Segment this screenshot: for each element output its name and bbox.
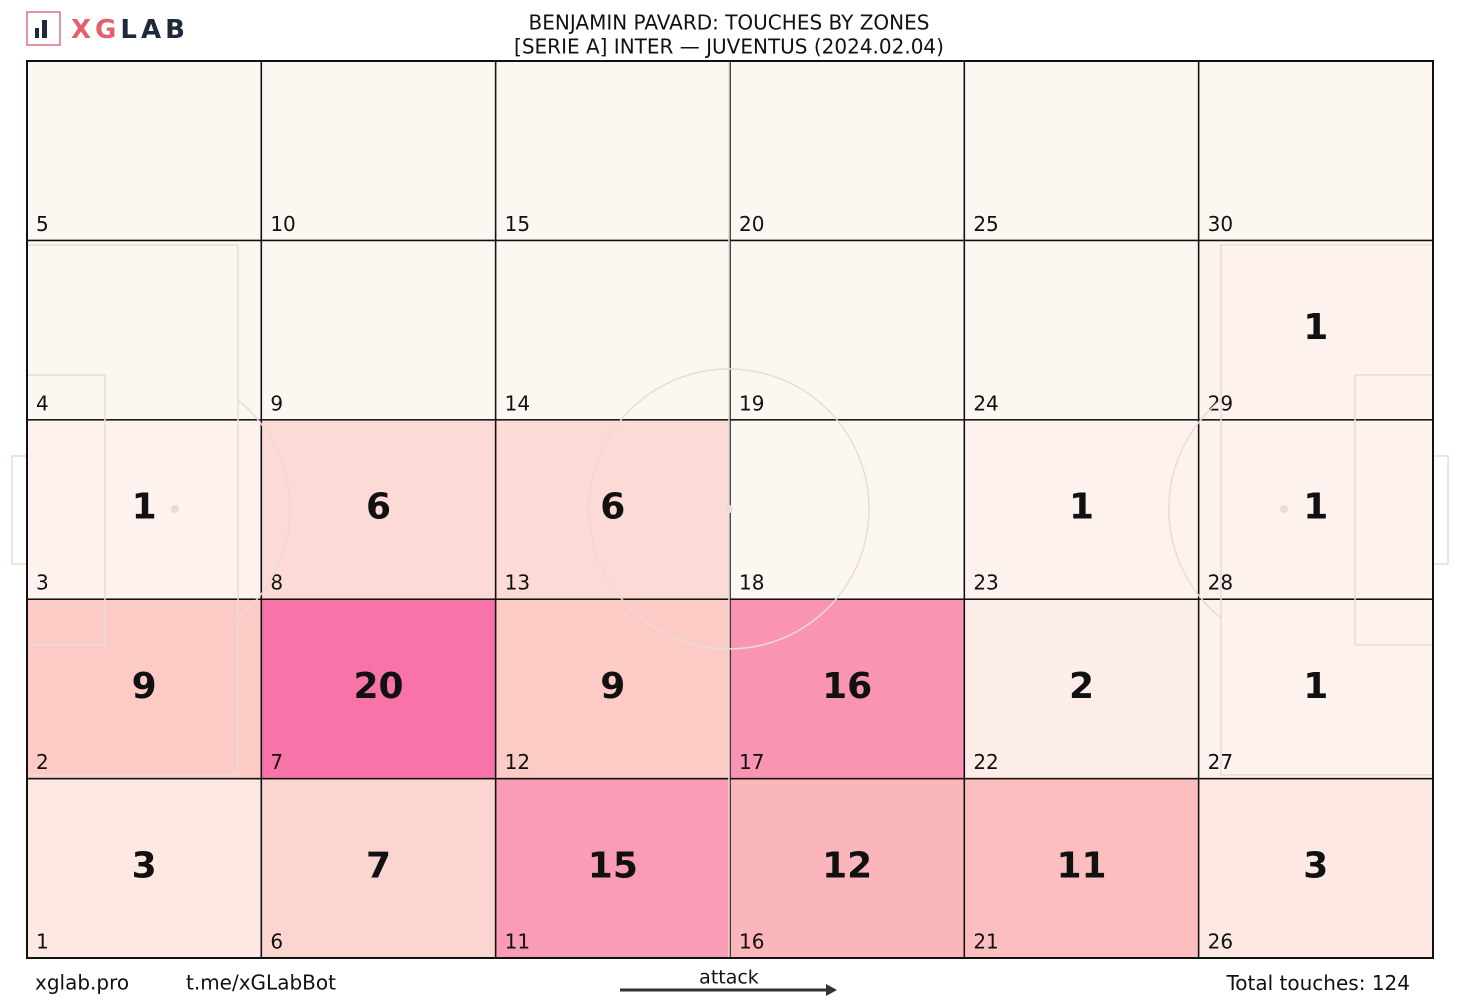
zone-number: 7 (270, 750, 283, 774)
zone (729, 598, 966, 780)
zone (260, 598, 497, 780)
zone (729, 60, 966, 242)
zone-number: 2 (36, 750, 49, 774)
total: Total touches: 124 (1225, 971, 1410, 995)
zone (963, 60, 1200, 242)
zone-number: 4 (36, 391, 49, 415)
zone-number: 3 (36, 571, 49, 595)
zone-number: 20 (739, 212, 764, 236)
zone-value: 9 (600, 666, 625, 707)
zone-value: 7 (366, 845, 391, 886)
zone (1197, 239, 1434, 421)
zone (260, 60, 497, 242)
zone (26, 239, 263, 421)
zone-value: 2 (1069, 666, 1094, 707)
zone (729, 419, 966, 600)
zone (494, 777, 731, 959)
zone-number: 5 (36, 212, 49, 236)
zone-number: 23 (973, 571, 998, 595)
zone-value: 1 (1069, 487, 1094, 528)
bot-link: t.me/xGLabBot (186, 971, 336, 995)
direction-label: attack (699, 967, 759, 989)
zones: 1329314567720869101115129136141516121716… (26, 60, 1434, 959)
zone-value: 6 (600, 487, 625, 528)
zone-number: 8 (270, 571, 283, 595)
zone (260, 239, 497, 421)
zone-number: 30 (1208, 212, 1233, 236)
zone-value: 6 (366, 487, 391, 528)
zone-number: 19 (739, 391, 764, 415)
zone-number: 21 (973, 930, 998, 954)
zone-value: 11 (1056, 845, 1106, 886)
logo-icon (35, 28, 39, 38)
total-label: Total touches: (1225, 971, 1365, 995)
zone-value: 9 (132, 666, 157, 707)
logo-rest: LAB (120, 15, 189, 45)
zone (494, 60, 731, 242)
zone-number: 24 (973, 391, 998, 415)
site: xglab.pro (35, 971, 129, 995)
zone-number: 13 (505, 571, 530, 595)
zone-number: 16 (739, 930, 764, 954)
zone (26, 60, 263, 242)
zone-number: 18 (739, 571, 764, 595)
zone-number: 6 (270, 930, 283, 954)
zone-number: 1 (36, 930, 49, 954)
zone-value: 15 (588, 845, 638, 886)
logo-icon (42, 20, 47, 38)
zone-number: 17 (739, 750, 764, 774)
zone-value: 1 (1303, 666, 1328, 707)
zone (963, 419, 1200, 600)
zone (260, 419, 497, 600)
zone-value: 3 (1303, 845, 1328, 886)
chart-title: BENJAMIN PAVARD: TOUCHES BY ZONES (529, 11, 930, 35)
zone (1197, 419, 1434, 600)
zone (494, 239, 731, 421)
direction-arrow-head (826, 984, 837, 996)
zone (963, 239, 1200, 421)
zone-number: 10 (270, 212, 295, 236)
logo-accent: XG (71, 15, 120, 45)
zone-value: 12 (822, 845, 872, 886)
pitch-border (26, 60, 1434, 959)
chart-subtitle: [SERIE A] INTER — JUVENTUS (2024.02.04) (514, 35, 944, 59)
zone (963, 777, 1200, 959)
zone-value: 1 (132, 487, 157, 528)
zone (729, 239, 966, 421)
zone-number: 25 (973, 212, 998, 236)
logo-box (26, 11, 61, 46)
zone-number: 9 (270, 391, 283, 415)
zone (1197, 598, 1434, 780)
zone-number: 11 (505, 930, 530, 954)
zone-value: 1 (1303, 307, 1328, 348)
total-value: 124 (1372, 971, 1410, 995)
zone (963, 598, 1200, 780)
zone (1197, 777, 1434, 959)
zone-number: 26 (1208, 930, 1233, 954)
zone-value: 1 (1303, 487, 1328, 528)
zone (1197, 60, 1434, 242)
zone-number: 22 (973, 750, 998, 774)
zone-value: 16 (822, 666, 872, 707)
zone-value: 3 (132, 845, 157, 886)
zone-number: 15 (505, 212, 530, 236)
zone (494, 419, 731, 600)
zone-number: 14 (505, 391, 530, 415)
zone (729, 777, 966, 959)
zone (260, 777, 497, 959)
logo: XGLAB (71, 15, 189, 45)
zone-value: 20 (353, 666, 403, 707)
zone-number: 12 (505, 750, 530, 774)
